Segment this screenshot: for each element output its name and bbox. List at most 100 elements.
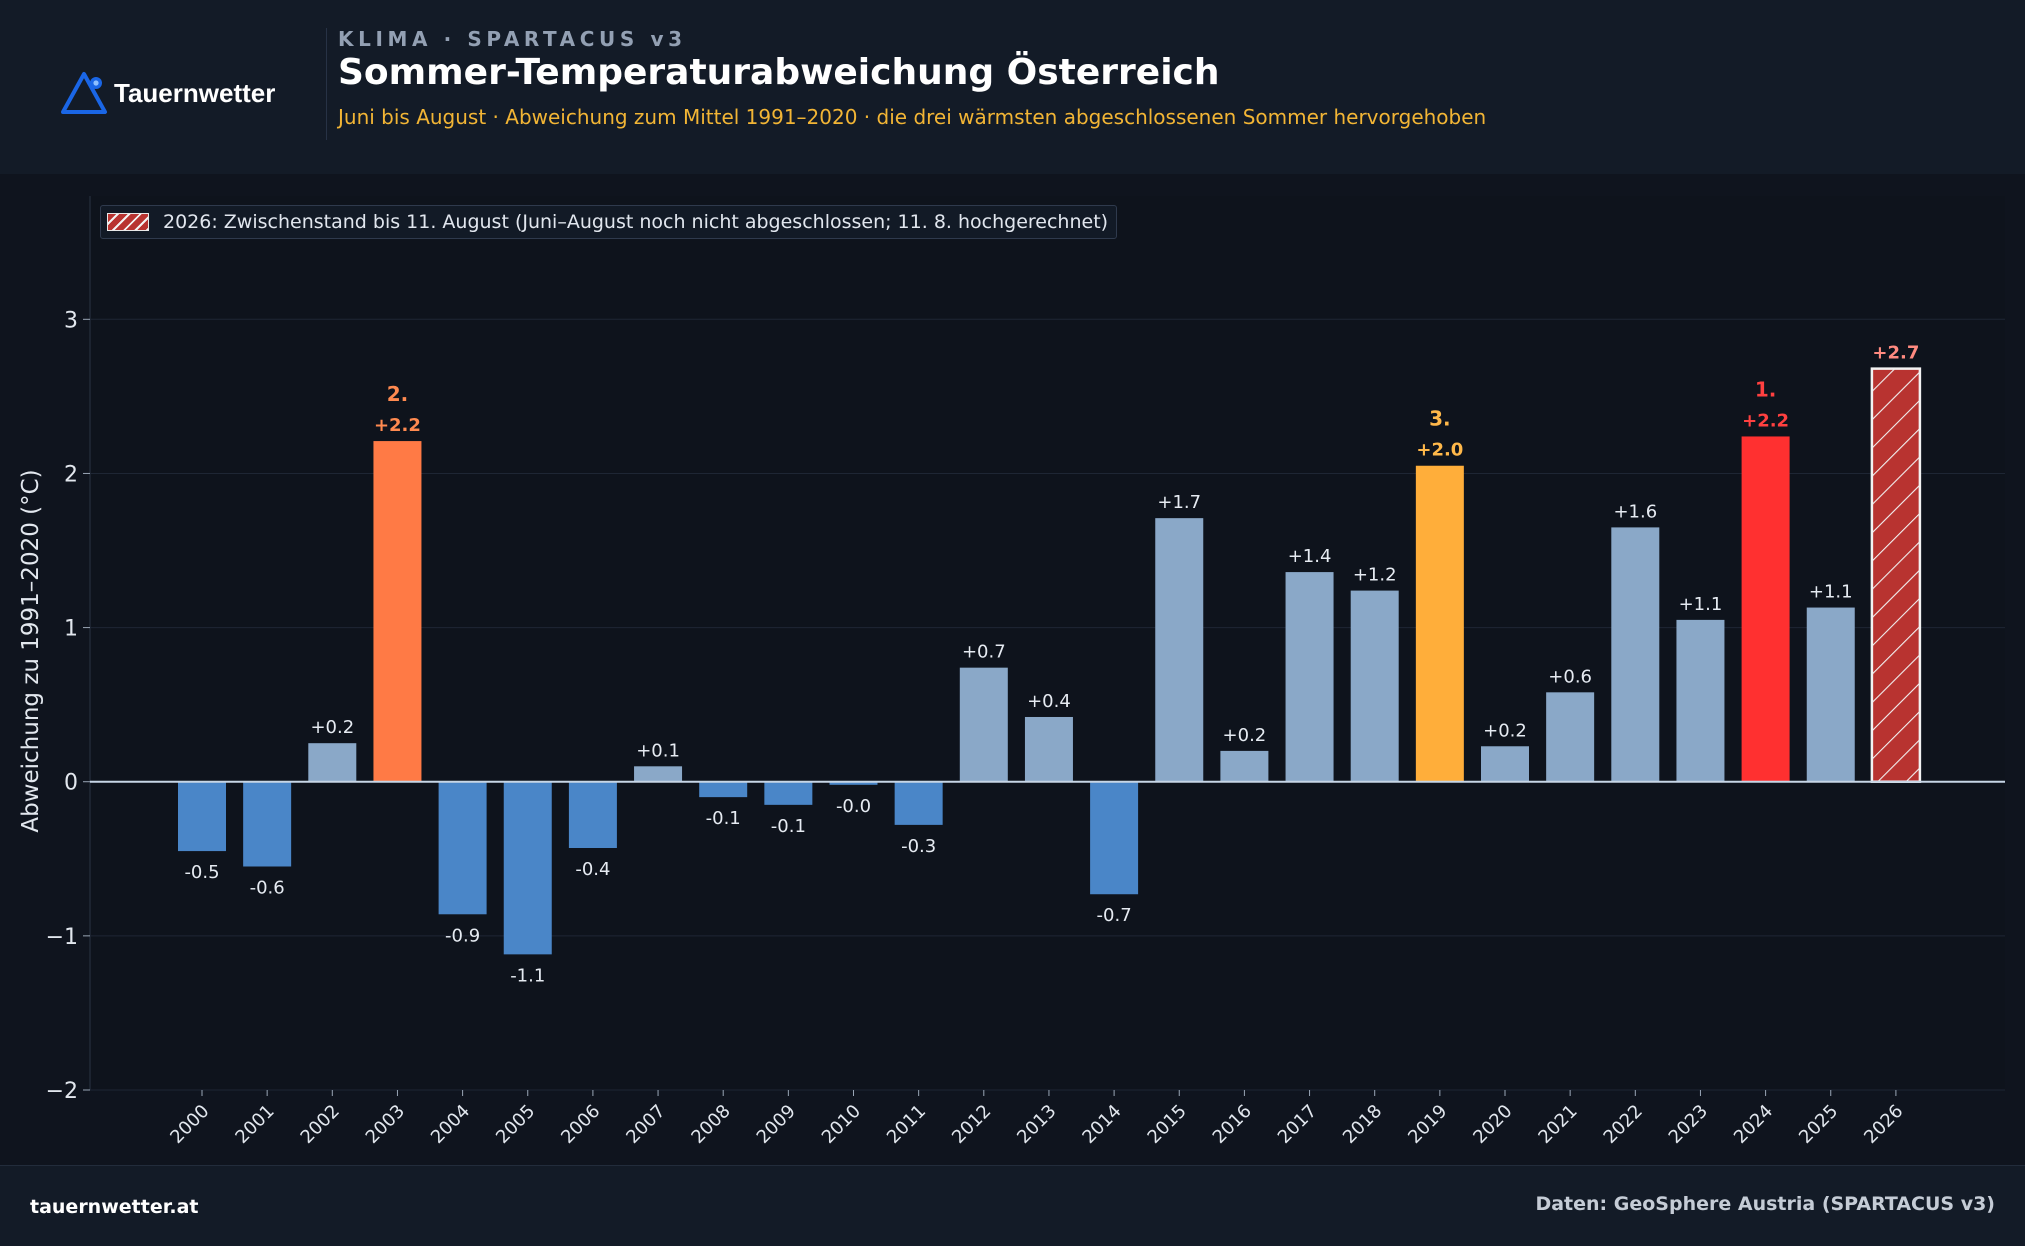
bar-2002: [308, 743, 357, 782]
data-label-2022: +1.6: [1613, 501, 1657, 522]
header-bar: Tauernwetter KLIMA · SPARTACUS v3 Sommer…: [0, 0, 2025, 174]
data-label-2010: -0.0: [836, 796, 871, 817]
bar-2010: [829, 781, 878, 785]
data-label-2023: +1.1: [1679, 594, 1723, 615]
y-tick-label: 2: [64, 462, 78, 487]
bar-2005: [503, 781, 552, 955]
x-tick-label-2011: 2011: [883, 1101, 930, 1148]
x-tick-label-2002: 2002: [297, 1101, 344, 1148]
data-label-2021: +0.6: [1548, 666, 1592, 687]
bar-2013: [1024, 716, 1073, 782]
rank-label-2003: 2.: [387, 382, 409, 406]
bar-2011: [894, 781, 943, 825]
bar-2019: [1415, 465, 1464, 782]
x-tick-label-2024: 2024: [1730, 1101, 1777, 1148]
rank-label-2019: 3.: [1429, 407, 1451, 431]
y-tick-label: −2: [46, 1079, 78, 1104]
x-tick-label-2001: 2001: [231, 1101, 278, 1148]
data-label-2009: -0.1: [771, 816, 806, 837]
data-label-2020: +0.2: [1483, 720, 1527, 741]
data-label-2001: -0.6: [250, 878, 285, 899]
brand-logo[interactable]: Tauernwetter: [60, 70, 300, 120]
header-divider: [326, 28, 327, 140]
mountain-logo-icon: [61, 72, 107, 114]
x-tick-label-2006: 2006: [557, 1101, 604, 1148]
y-axis-title: Abweichung zu 1991–2020 (°C): [18, 469, 44, 832]
x-tick-label-2016: 2016: [1209, 1101, 1256, 1148]
x-tick-label-2025: 2025: [1795, 1101, 1842, 1148]
bar-2024: [1741, 436, 1790, 782]
data-label-2015: +1.7: [1157, 492, 1201, 513]
data-label-2003: +2.2: [374, 415, 421, 436]
x-tick-label-2022: 2022: [1600, 1101, 1647, 1148]
data-label-2025: +1.1: [1809, 582, 1853, 603]
bar-chart: −2 −1 0 1 2 3 Abweichung zu 1991–2020 (°C) -0.5…: [18, 196, 2005, 1148]
x-tick-label-2018: 2018: [1339, 1101, 1386, 1148]
bar-2017: [1285, 572, 1334, 782]
data-label-2019: +2.0: [1416, 440, 1463, 461]
bar-2016: [1220, 750, 1269, 782]
data-label-2006: -0.4: [575, 859, 610, 880]
x-tick-label-2005: 2005: [492, 1101, 539, 1148]
data-label-2016: +0.2: [1223, 725, 1267, 746]
data-label-2024: +2.2: [1742, 410, 1789, 431]
data-label-2011: -0.3: [901, 836, 936, 857]
bar-2022: [1611, 527, 1660, 782]
y-tick-label: 3: [64, 308, 78, 333]
x-tick-label-2017: 2017: [1274, 1101, 1321, 1148]
x-tick-label-2010: 2010: [818, 1101, 865, 1148]
section-kicker: KLIMA · SPARTACUS v3: [338, 27, 687, 51]
x-tick-label-2023: 2023: [1665, 1101, 1712, 1148]
x-tick-label-2003: 2003: [362, 1101, 409, 1148]
bar-2001: [243, 781, 292, 867]
x-tick-label-2008: 2008: [687, 1101, 734, 1148]
x-tick-label-2012: 2012: [948, 1101, 995, 1148]
bar-2021: [1546, 692, 1595, 782]
x-tick-label-2000: 2000: [166, 1101, 213, 1148]
brand-name: Tauernwetter: [114, 78, 276, 108]
x-tick-label-2021: 2021: [1534, 1101, 1581, 1148]
x-tick-label-2014: 2014: [1078, 1101, 1125, 1148]
x-tick-label-2004: 2004: [427, 1101, 474, 1148]
bar-2018: [1350, 590, 1399, 782]
data-label-2000: -0.5: [184, 862, 219, 883]
bar-2026: [1870, 367, 1922, 783]
bar-2015: [1155, 518, 1204, 782]
legend-label: 2026: Zwischenstand bis 11. August (Juni…: [163, 211, 1109, 233]
data-label-2017: +1.4: [1288, 546, 1332, 567]
bar-2012: [959, 667, 1008, 782]
data-label-2005: -1.1: [510, 965, 545, 986]
x-tick-label-2009: 2009: [753, 1101, 800, 1148]
bar-2006: [568, 781, 617, 849]
x-tick-label-2026: 2026: [1860, 1101, 1907, 1148]
data-label-2026: +2.7: [1872, 343, 1919, 364]
data-label-2013: +0.4: [1027, 691, 1071, 712]
page-title: Sommer-Temperaturabweichung Österreich: [338, 52, 1220, 93]
x-tick-label-2013: 2013: [1013, 1101, 1060, 1148]
footer-site-link[interactable]: tauernwetter.at: [30, 1196, 199, 1218]
data-label-2014: -0.7: [1097, 905, 1132, 926]
x-tick-label-2007: 2007: [622, 1101, 669, 1148]
rank-label-2024: 1.: [1755, 377, 1777, 401]
bar-2008: [699, 781, 748, 798]
page-subtitle: Juni bis August · Abweichung zum Mittel …: [338, 105, 1487, 129]
x-tick-label-2015: 2015: [1144, 1101, 1191, 1148]
bar-2014: [1090, 781, 1139, 895]
y-tick-label: −1: [46, 925, 78, 950]
y-tick-label: 0: [64, 771, 78, 796]
bar-2020: [1481, 746, 1529, 782]
data-label-2018: +1.2: [1353, 565, 1397, 586]
data-label-2008: -0.1: [706, 808, 741, 829]
bar-2003: [373, 441, 422, 782]
x-tick-label-2020: 2020: [1469, 1101, 1516, 1148]
data-label-2007: +0.1: [636, 740, 680, 761]
bar-2000: [178, 781, 226, 852]
chart-legend: 2026: Zwischenstand bis 11. August (Juni…: [100, 205, 1118, 239]
legend-swatch-hatched: [107, 213, 149, 231]
y-tick-label: 1: [64, 617, 78, 642]
bar-2023: [1676, 619, 1725, 782]
x-tick-label-2019: 2019: [1404, 1101, 1451, 1148]
data-label-2002: +0.2: [310, 717, 354, 738]
data-label-2012: +0.7: [962, 642, 1006, 663]
footer-source: Daten: GeoSphere Austria (SPARTACUS v3): [1535, 1193, 1995, 1215]
